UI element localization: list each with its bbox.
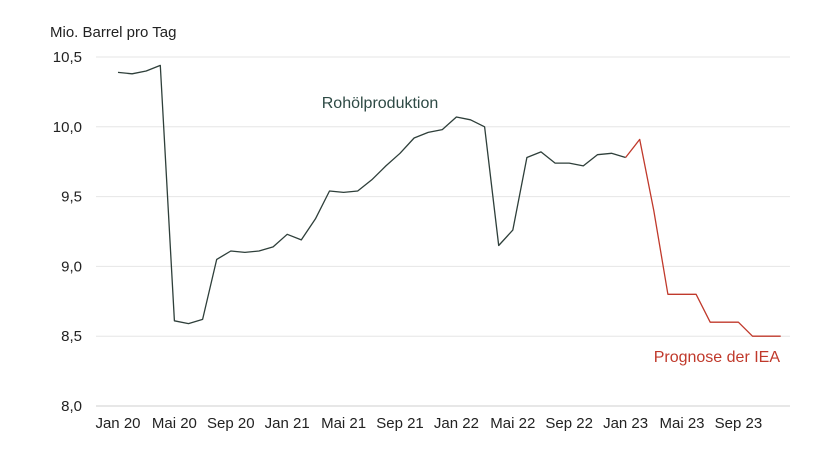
x-tick-label: Jan 22 (434, 415, 479, 432)
y-tick-label: 9,5 (61, 189, 82, 206)
series-line-prognose (625, 138, 781, 337)
x-axis-ticks: Jan 20 Mai 20 Sep 20 Jan 21 Mai 21 Sep 21 Jan … (95, 415, 762, 432)
y-axis-ticks: 8,0 8,5 9,0 9,5 10,0 10,5 (53, 49, 82, 415)
x-tick-label: Mai 22 (490, 415, 535, 432)
y-tick-label: 8,5 (61, 328, 82, 345)
y-tick-label: 10,5 (53, 49, 82, 66)
y-tick-label: 8,0 (61, 398, 82, 415)
series-lines (117, 64, 781, 337)
y-tick-label: 10,0 (53, 119, 82, 136)
series-line-rohoelproduktion (117, 64, 626, 325)
x-tick-label: Mai 21 (321, 415, 366, 432)
y-tick-label: 9,0 (61, 258, 82, 275)
x-tick-label: Sep 23 (715, 415, 763, 432)
x-tick-label: Mai 23 (659, 415, 704, 432)
series-label-rohoelproduktion: Rohölproduktion (322, 95, 439, 112)
x-tick-label: Jan 21 (265, 415, 310, 432)
x-tick-label: Jan 20 (95, 415, 140, 432)
x-tick-label: Mai 20 (152, 415, 197, 432)
gridlines (96, 56, 790, 407)
y-axis-label: Mio. Barrel pro Tag (50, 24, 176, 41)
x-tick-label: Jan 23 (603, 415, 648, 432)
x-tick-label: Sep 21 (376, 415, 424, 432)
series-label-prognose: Prognose der IEA (654, 349, 781, 366)
x-tick-label: Sep 22 (545, 415, 593, 432)
x-tick-label: Sep 20 (207, 415, 255, 432)
